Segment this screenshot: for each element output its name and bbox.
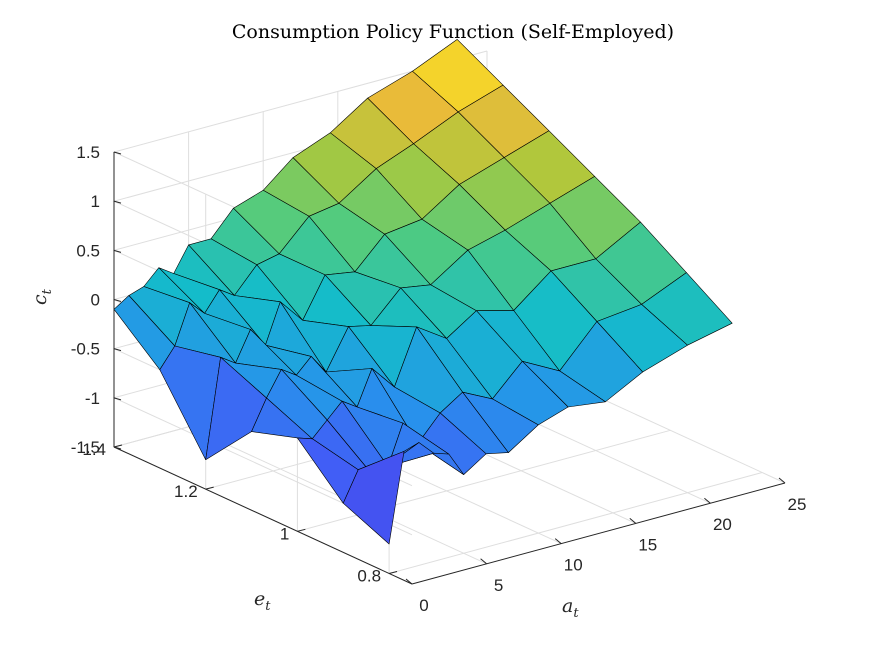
z-tick-mark xyxy=(113,446,122,450)
z-tick-mark xyxy=(113,151,122,155)
z-axis-label: ct xyxy=(29,288,55,305)
z-tick-label: 1.5 xyxy=(76,143,100,162)
z-tick-label: 0 xyxy=(91,291,100,310)
z-tick-mark xyxy=(113,299,122,302)
x-tick-label: 15 xyxy=(638,535,657,554)
surface-facet xyxy=(342,451,405,545)
x-axis-label-base: a xyxy=(562,595,573,617)
x-axis-label: at xyxy=(562,595,579,621)
x-axis-label-sub: t xyxy=(573,606,579,621)
z-tick-mark xyxy=(113,397,122,401)
y-tick-mark xyxy=(388,570,398,574)
chart-title: Consumption Policy Function (Self-Employ… xyxy=(232,21,674,43)
z-tick-label: 1 xyxy=(91,192,100,211)
z-axis-label-base: c xyxy=(29,294,51,305)
y-axis-label-sub: t xyxy=(265,599,271,614)
y-tick-mark xyxy=(205,486,214,490)
x-tick-mark xyxy=(704,497,711,504)
y-axis-line xyxy=(113,446,413,585)
z-tick-mark xyxy=(113,200,122,204)
x-tick-mark xyxy=(778,477,786,484)
y-tick-label: 1 xyxy=(280,524,289,543)
x-tick-mark xyxy=(480,558,487,565)
y-axis-label: et xyxy=(254,588,271,614)
y-tick-label: 1.2 xyxy=(174,482,198,501)
x-tick-label: 5 xyxy=(494,576,503,595)
y-tick-mark xyxy=(113,444,123,448)
z-tick-label: -0.5 xyxy=(71,340,100,359)
x-tick-label: 0 xyxy=(419,596,428,615)
z-axis-label-sub: t xyxy=(40,288,55,294)
z-tick-label: -1.5 xyxy=(71,438,100,457)
surface-facets xyxy=(113,39,733,545)
y-tick-label: 1.4 xyxy=(82,440,106,459)
x-tick-label: 25 xyxy=(788,495,807,514)
z-tick-mark xyxy=(113,348,122,352)
x-tick-mark xyxy=(629,518,637,524)
axis-lines xyxy=(113,151,786,585)
tick-labels: 0 5 10 15 20 25 0.8 1 1.2 1.4-1.5 -1 -0.5 0 0.5 1 1.5 xyxy=(71,143,807,615)
x-tick-mark xyxy=(405,578,413,585)
y-tick-mark xyxy=(297,528,306,532)
x-axis-line xyxy=(411,482,786,585)
y-axis-label-base: e xyxy=(254,588,265,610)
z-tick-label: -1 xyxy=(85,389,100,408)
x-tick-label: 10 xyxy=(564,556,583,575)
x-tick-label: 20 xyxy=(713,515,732,534)
z-tick-mark xyxy=(113,249,122,253)
z-tick-label: 0.5 xyxy=(76,241,100,260)
y-tick-label: 0.8 xyxy=(357,566,381,585)
x-tick-mark xyxy=(554,538,562,544)
